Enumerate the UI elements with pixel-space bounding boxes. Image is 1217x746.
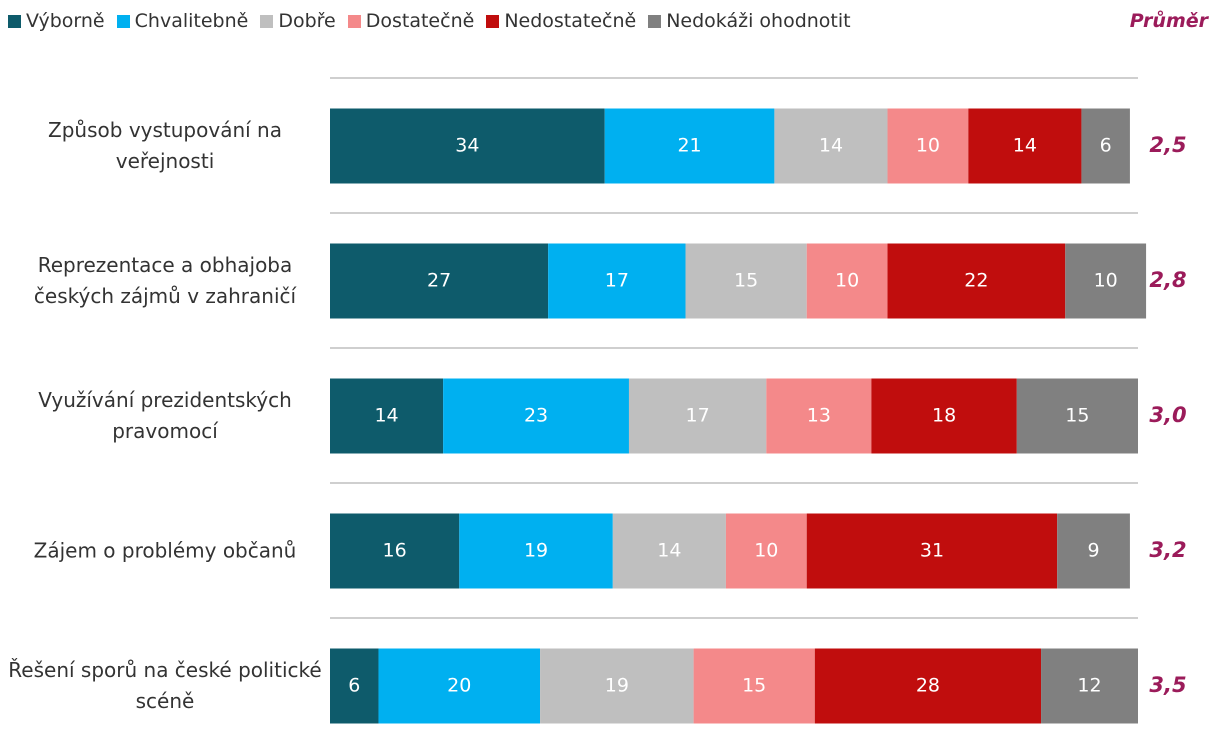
data-label: 19 xyxy=(605,675,629,697)
data-label: 17 xyxy=(605,270,629,292)
bar-segment xyxy=(330,648,379,724)
bar-segment xyxy=(540,648,694,724)
category-label: Řešení sporů na české politické scéně xyxy=(8,658,322,713)
bar-segment xyxy=(330,243,549,319)
bar-segment xyxy=(330,378,444,454)
legend-swatch xyxy=(347,14,361,28)
category-label: Zájem o problémy občanů xyxy=(33,538,297,563)
data-label: 18 xyxy=(932,405,956,427)
bar-segment xyxy=(378,648,541,724)
bar-segment xyxy=(685,243,807,319)
bar-segment xyxy=(330,108,605,184)
legend-item: Nedokáži ohodnotit xyxy=(648,10,851,32)
bar-segment xyxy=(774,108,888,184)
data-label: 10 xyxy=(1094,270,1118,292)
data-label: 14 xyxy=(1013,135,1037,157)
data-label: 10 xyxy=(916,135,940,157)
average-label: 3,0 xyxy=(1149,403,1186,427)
legend-swatch xyxy=(260,14,274,28)
category-label: Využívání prezidentských pravomocí xyxy=(38,388,292,443)
data-label: 9 xyxy=(1088,540,1100,562)
data-label: 13 xyxy=(807,405,831,427)
data-label: 6 xyxy=(348,675,360,697)
legend-label: Chvalitebně xyxy=(134,10,249,32)
data-label: 34 xyxy=(455,135,479,157)
data-label: 10 xyxy=(835,270,859,292)
average-label: 2,8 xyxy=(1149,268,1186,292)
bar-segment xyxy=(1057,513,1130,589)
legend-label: Nedostatečně xyxy=(504,10,637,32)
legend-label: Výborně xyxy=(26,10,105,32)
bar-segment xyxy=(628,378,767,454)
data-label: 23 xyxy=(524,405,548,427)
average-title: Průměr xyxy=(1129,10,1208,32)
data-label: 10 xyxy=(754,540,778,562)
legend-item: Výborně xyxy=(8,10,105,32)
data-label: 17 xyxy=(686,405,710,427)
bar-segment xyxy=(766,378,872,454)
bar-segment xyxy=(1016,378,1138,454)
data-label: 27 xyxy=(427,270,451,292)
legend-swatch xyxy=(486,14,500,28)
bar-segment xyxy=(806,243,888,319)
bar-segment xyxy=(604,108,775,184)
data-label: 19 xyxy=(524,540,548,562)
data-label: 28 xyxy=(916,675,940,697)
legend-swatch xyxy=(8,14,21,28)
bar-segment xyxy=(459,513,613,589)
data-label: 16 xyxy=(383,540,407,562)
bar-segment xyxy=(693,648,815,724)
bar-segment xyxy=(871,378,1017,454)
bar-segment xyxy=(1065,243,1147,319)
bar-segment xyxy=(725,513,807,589)
data-label: 12 xyxy=(1077,675,1101,697)
legend-item: Dostatečně xyxy=(347,10,475,32)
legend-item: Dobře xyxy=(260,10,336,32)
bar-segment xyxy=(806,513,1058,589)
category-label: Způsob vystupování na veřejnosti xyxy=(48,118,282,173)
data-label: 14 xyxy=(819,135,843,157)
bar-segment xyxy=(330,513,460,589)
data-label: 20 xyxy=(447,675,471,697)
data-label: 14 xyxy=(374,405,398,427)
data-label: 15 xyxy=(742,675,766,697)
bar-segment xyxy=(814,648,1042,724)
average-label: 3,5 xyxy=(1149,673,1186,697)
legend-label: Nedokáži ohodnotit xyxy=(666,10,851,32)
bar-segment xyxy=(612,513,726,589)
legend-swatch xyxy=(116,14,130,28)
legend-label: Dobře xyxy=(278,10,336,32)
bar-segment xyxy=(968,108,1082,184)
data-label: 22 xyxy=(964,270,988,292)
bar-segment xyxy=(548,243,686,319)
legend-label: Dostatečně xyxy=(365,10,475,32)
category-label: Reprezentace a obhajoba českých zájmů v … xyxy=(33,253,297,308)
average-label: 3,2 xyxy=(1149,538,1186,562)
legend-swatch xyxy=(648,14,662,28)
bar-segment xyxy=(1081,108,1130,184)
legend-item: Chvalitebně xyxy=(116,10,249,32)
legend-item: Nedostatečně xyxy=(486,10,636,32)
average-label: 2,5 xyxy=(1149,133,1186,157)
data-label: 15 xyxy=(734,270,758,292)
bar-segment xyxy=(443,378,629,454)
data-label: 14 xyxy=(657,540,681,562)
legend: Výborně Chvalitebně Dobře Dostatečně Nedosta… xyxy=(8,10,1208,32)
data-label: 15 xyxy=(1065,405,1089,427)
data-label: 6 xyxy=(1100,135,1112,157)
bar-segment xyxy=(887,108,969,184)
data-label: 21 xyxy=(677,135,701,157)
data-label: 31 xyxy=(920,540,944,562)
bar-segment xyxy=(1041,648,1138,724)
bar-segment xyxy=(887,243,1066,319)
